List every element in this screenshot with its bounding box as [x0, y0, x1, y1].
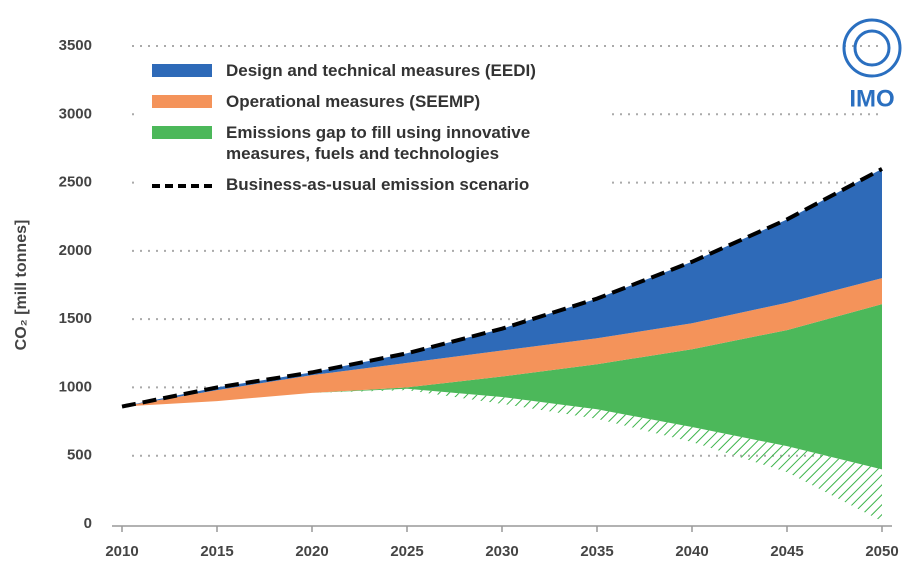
bau-line [121, 167, 883, 409]
logo-text: IMO [849, 85, 894, 112]
x-tick-label: 2010 [105, 543, 138, 560]
y-tick-label: 2000 [59, 242, 92, 259]
x-tick-label: 2035 [580, 543, 613, 560]
x-tick-label: 2040 [675, 543, 708, 560]
legend-item: Emissions gap to fill using innovative m… [148, 122, 598, 164]
x-tick-label: 2025 [390, 543, 423, 560]
y-tick-label: 500 [67, 447, 92, 464]
x-tick-label: 2050 [865, 543, 898, 560]
legend-swatch [152, 184, 212, 188]
area [122, 278, 882, 407]
y-tick-label: 1000 [59, 378, 92, 395]
x-tick-label: 2045 [770, 543, 803, 560]
area [122, 304, 882, 470]
legend-swatch [152, 95, 212, 108]
legend-item: Operational measures (SEEMP) [148, 91, 598, 112]
y-tick-label: 1500 [59, 310, 92, 327]
legend-label: Emissions gap to fill using innovative m… [226, 123, 531, 163]
x-tick-label: 2030 [485, 543, 518, 560]
y-tick-label: 2500 [59, 174, 92, 191]
legend-label: Operational measures (SEEMP) [226, 92, 481, 111]
legend-item: Design and technical measures (EEDI) [148, 60, 598, 81]
legend-swatch [152, 126, 212, 139]
y-tick-label: 0 [84, 515, 92, 532]
x-tick-label: 2020 [295, 543, 328, 560]
y-tick-label: 3500 [59, 37, 92, 54]
legend-label: Design and technical measures (EEDI) [226, 61, 536, 80]
legend: Design and technical measures (EEDI) Oper… [140, 56, 612, 211]
y-axis-label: CO₂ [mill tonnes] [13, 220, 30, 351]
area [122, 168, 882, 407]
x-tick-label: 2015 [200, 543, 233, 560]
legend-item: Business-as-usual emission scenario [148, 174, 598, 195]
y-tick-label: 3000 [59, 105, 92, 122]
imo-emblem [842, 18, 902, 78]
legend-swatch [152, 64, 212, 77]
legend-label: Business-as-usual emission scenario [226, 175, 530, 194]
